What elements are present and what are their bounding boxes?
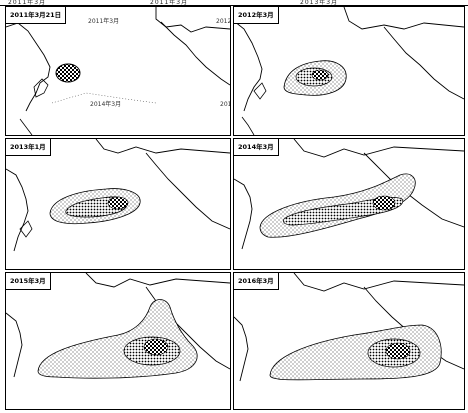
island xyxy=(19,220,33,238)
plume-core xyxy=(372,195,396,211)
coastline xyxy=(85,273,230,288)
map-panel-2011: 2011年3月21日 2011年3月 2012年3月 2014年3月 2013年… xyxy=(5,6,231,136)
panel-label: 2013年1月 xyxy=(6,139,51,156)
coastline xyxy=(293,273,464,292)
panel-label: 2015年3月 xyxy=(6,273,51,290)
year-overlay: 2012年3月 xyxy=(216,18,231,25)
plume-core xyxy=(143,338,169,356)
coastline xyxy=(6,22,51,112)
map-panel-2013: 2013年1月 xyxy=(5,138,231,270)
year-overlay: 2014年3月 xyxy=(90,101,122,108)
plume-core xyxy=(311,69,329,81)
year-overlay: 2013年3月 xyxy=(220,101,231,108)
map-svg xyxy=(234,7,464,135)
panel-label: 2012年3月 xyxy=(234,7,279,24)
coastline xyxy=(6,312,23,378)
coastline xyxy=(383,26,464,100)
plume-core xyxy=(107,196,129,210)
year-overlay: 2011年3月 xyxy=(88,18,120,25)
coastline xyxy=(160,21,230,86)
coastline xyxy=(155,7,230,33)
coastline xyxy=(241,116,255,135)
coastline xyxy=(234,178,253,250)
header-fragment: 2013年3月 xyxy=(300,0,339,6)
header-fragment: 2011年3月 xyxy=(150,0,189,6)
island xyxy=(253,82,267,100)
coastline xyxy=(234,20,263,112)
coastline xyxy=(95,139,230,154)
panel-label: 2016年3月 xyxy=(234,273,279,290)
plume-outer xyxy=(37,299,198,379)
map-panel-2012: 2012年3月 xyxy=(233,6,465,136)
coastline xyxy=(343,7,464,30)
map-svg xyxy=(6,7,230,135)
map-svg xyxy=(6,273,230,379)
coastline xyxy=(19,118,33,135)
coastline xyxy=(293,139,464,158)
header-strip: 2011年3月 2011年3月 2013年3月 xyxy=(0,0,468,6)
island xyxy=(33,78,49,98)
plume-center xyxy=(61,68,75,78)
map-svg xyxy=(234,273,464,382)
panel-label: 2011年3月21日 xyxy=(6,7,67,24)
coastline xyxy=(6,168,29,252)
coastline xyxy=(234,316,249,382)
coastline xyxy=(145,152,230,230)
map-svg xyxy=(6,139,230,252)
map-panel-2014: 2014年3月 xyxy=(233,138,465,270)
map-panel-2015: 2015年3月 xyxy=(5,272,231,410)
plume-core xyxy=(385,342,411,360)
map-svg xyxy=(234,139,464,250)
map-panel-2016: 2016年3月 xyxy=(233,272,465,410)
header-fragment: 2011年3月 xyxy=(8,0,47,6)
panel-label: 2014年3月 xyxy=(234,139,279,156)
